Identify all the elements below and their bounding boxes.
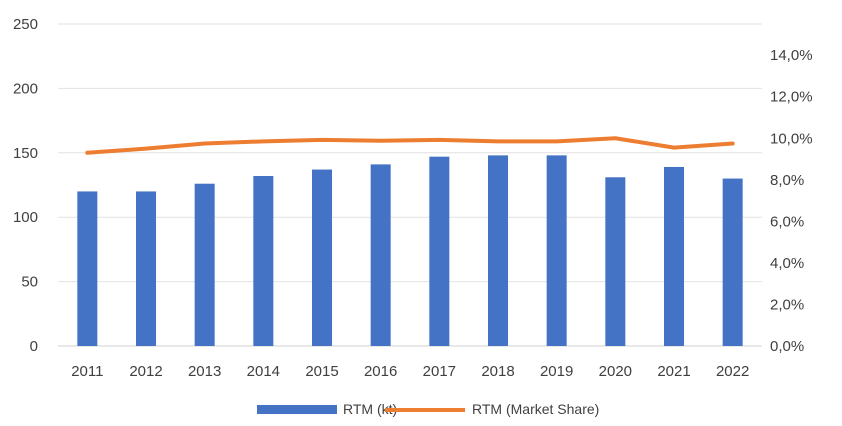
x-tick-label: 2014 <box>247 363 280 380</box>
right-axis-ticks: 0,0% 2,0% 4,0% 6,0% 8,0% 10,0% 12,0% 14,0% <box>770 47 813 355</box>
line-series <box>85 136 735 155</box>
legend: RTM (kt) RTM (Market Share) <box>257 401 599 417</box>
right-tick-label: 2,0% <box>770 296 804 313</box>
x-tick-label: 2012 <box>129 363 162 380</box>
x-tick-label: 2016 <box>364 363 397 380</box>
right-tick-label: 12,0% <box>770 89 813 106</box>
bar-series <box>77 155 743 346</box>
legend-swatch-line <box>385 408 465 412</box>
legend-label-bar: RTM (kt) <box>343 401 397 417</box>
legend-label-line: RTM (Market Share) <box>472 401 599 417</box>
x-tick-label: 2019 <box>540 363 573 380</box>
x-tick-label: 2011 <box>71 363 103 380</box>
bar <box>253 175 274 346</box>
left-tick-label: 0 <box>30 338 38 355</box>
x-axis-ticks: 2011 2012 2013 2014 2015 2016 2017 2018 2019 2020… <box>71 363 749 380</box>
market-share-line <box>85 136 735 155</box>
bar <box>312 169 332 346</box>
bar <box>370 164 391 346</box>
left-tick-label: 100 <box>13 209 38 226</box>
left-tick-label: 50 <box>21 274 38 291</box>
left-axis-ticks: 0 50 100 150 200 250 <box>13 16 38 355</box>
right-tick-label: 6,0% <box>770 213 804 230</box>
bar <box>429 156 450 346</box>
x-tick-label: 2022 <box>716 363 749 380</box>
gridlines <box>58 23 762 347</box>
x-tick-label: 2015 <box>305 363 338 380</box>
right-tick-label: 4,0% <box>770 255 804 272</box>
x-tick-label: 2020 <box>599 363 632 380</box>
left-tick-label: 200 <box>13 80 38 97</box>
bar <box>664 166 684 346</box>
right-tick-label: 8,0% <box>770 172 804 189</box>
bar <box>546 155 567 346</box>
left-tick-label: 150 <box>13 145 38 162</box>
x-tick-label: 2017 <box>423 363 456 380</box>
right-tick-label: 0,0% <box>770 338 804 355</box>
bar <box>136 191 156 346</box>
bar <box>605 177 626 346</box>
right-tick-label: 10,0% <box>770 130 813 147</box>
left-tick-label: 250 <box>13 16 38 33</box>
legend-swatch-bar <box>257 405 337 414</box>
bar <box>194 183 215 346</box>
right-tick-label: 14,0% <box>770 47 813 64</box>
x-tick-label: 2021 <box>657 363 690 380</box>
x-tick-label: 2018 <box>481 363 514 380</box>
x-tick-label: 2013 <box>188 363 221 380</box>
bar <box>77 191 98 346</box>
bar <box>722 178 743 346</box>
bar <box>488 155 508 346</box>
